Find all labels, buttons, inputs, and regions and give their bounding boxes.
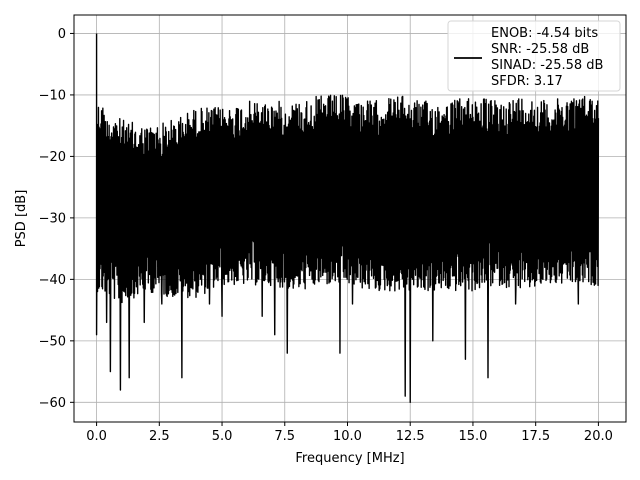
x-tick-label: 15.0 [458,429,487,444]
y-axis-ticks: 0 −10 −20 −30 −40 −50 −60 [39,27,74,411]
psd-series-line [95,33,600,404]
y-axis-label: PSD [dB] [14,190,29,248]
y-tick-label: −50 [39,334,66,349]
x-tick-label: 0.0 [86,429,107,444]
legend-entry-line: SNR: -25.58 dB [491,42,589,57]
x-axis-ticks: 0.0 2.5 5.0 7.5 10.0 12.5 15.0 17.5 20.0 [86,422,613,444]
y-tick-label: −20 [39,150,66,165]
legend-entry-line: SINAD: -25.58 dB [491,58,603,73]
axes-frame [73,14,627,423]
x-tick-label: 5.0 [212,429,233,444]
x-tick-label: 7.5 [274,429,295,444]
y-tick-label: −30 [39,211,66,226]
x-tick-label: 10.0 [333,429,362,444]
x-axis-label: Frequency [MHz] [295,451,404,466]
x-tick-label: 12.5 [396,429,425,444]
x-tick-label: 17.5 [521,429,550,444]
y-tick-label: 0 [58,27,66,42]
legend-box [447,20,621,92]
x-tick-label: 2.5 [149,429,170,444]
plot-area [95,33,600,404]
legend-entry-line: ENOB: -4.54 bits [491,26,598,41]
y-tick-label: −40 [39,273,66,288]
x-tick-label: 20.0 [584,429,613,444]
legend-entry-line: SFDR: 3.17 [491,74,563,89]
y-tick-label: −60 [39,396,66,411]
y-tick-label: −10 [39,88,66,103]
